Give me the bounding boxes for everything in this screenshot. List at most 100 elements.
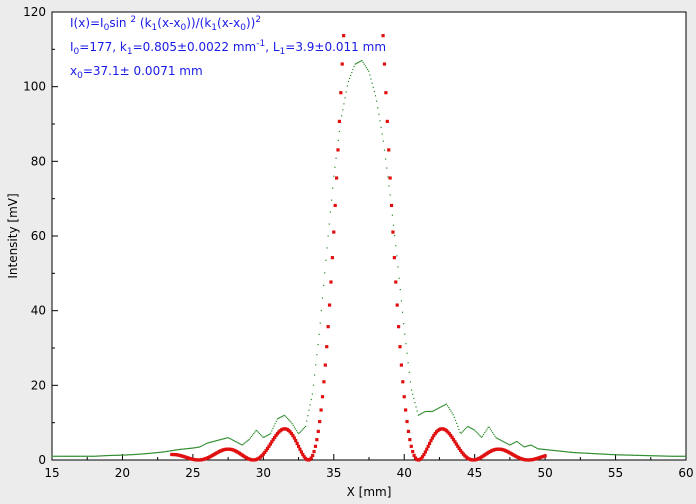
measured-point (292, 424, 294, 426)
measured-point (138, 453, 140, 455)
measured-point (257, 431, 259, 433)
measured-point (337, 139, 339, 142)
fit-point (323, 363, 327, 367)
fit-point (412, 453, 416, 458)
measured-point (639, 454, 641, 457)
measured-point (197, 446, 200, 448)
measured-point (373, 90, 375, 93)
fit-point (433, 431, 437, 436)
measured-point (89, 455, 91, 457)
measured-point (332, 187, 334, 189)
measured-point (58, 455, 60, 457)
measured-point (484, 432, 486, 434)
measured-point (301, 429, 303, 431)
annotation-text: (k (136, 16, 151, 30)
fit-point (299, 450, 303, 454)
measured-point (452, 414, 454, 416)
fit-point (273, 435, 277, 440)
fit-point (406, 429, 411, 433)
measured-point (321, 297, 324, 299)
measured-point (172, 449, 174, 452)
measured-point (53, 455, 55, 457)
measured-point (621, 454, 623, 456)
measured-point (599, 453, 601, 455)
measured-point (137, 453, 139, 455)
fit-point (334, 176, 339, 180)
measured-point (240, 444, 242, 446)
measured-point (307, 415, 309, 417)
fit-point (342, 34, 346, 38)
fit-point (396, 325, 401, 329)
measured-point (146, 452, 148, 455)
measured-point (610, 453, 612, 456)
measured-point (416, 410, 418, 412)
measured-point (448, 406, 450, 409)
measured-point (667, 455, 670, 457)
measured-point (62, 455, 64, 457)
measured-point (647, 455, 649, 457)
measured-point (654, 455, 656, 457)
fit-point (458, 448, 463, 453)
measured-point (625, 454, 627, 456)
measured-point (67, 455, 69, 457)
fit-point (322, 380, 326, 384)
measured-point (646, 455, 648, 457)
measured-point (493, 433, 495, 436)
measured-point (346, 85, 348, 87)
measured-point (422, 412, 424, 414)
annotation-text: I(x)=I (70, 16, 104, 30)
x-tick-label: 45 (467, 466, 482, 480)
measured-point (497, 438, 499, 440)
measured-point (528, 445, 530, 447)
measured-point (657, 455, 659, 457)
fit-point (382, 62, 387, 66)
fit-point (296, 444, 301, 448)
measured-point (656, 455, 658, 457)
measured-point (539, 448, 541, 450)
annotation-text: sin (109, 16, 130, 30)
measured-point (52, 455, 54, 457)
measured-point (217, 439, 219, 441)
measured-point (156, 452, 158, 454)
measured-point (519, 442, 521, 445)
measured-point (540, 448, 542, 450)
fit-point (447, 432, 451, 436)
fit-point (398, 345, 402, 349)
measured-point (457, 425, 459, 427)
measured-point (525, 445, 528, 447)
measured-point (673, 455, 675, 457)
measured-point (398, 277, 400, 279)
y-tick-label: 60 (31, 229, 46, 243)
measured-point (600, 453, 602, 455)
measured-point (637, 454, 639, 456)
measured-point (325, 259, 327, 261)
measured-point (430, 410, 432, 413)
measured-point (474, 429, 476, 431)
measured-point (660, 455, 662, 457)
measured-point (244, 442, 246, 444)
fit-point (336, 148, 340, 152)
measured-point (196, 446, 198, 448)
measured-point (212, 440, 214, 443)
measured-point (372, 86, 374, 89)
fit-point (330, 256, 334, 260)
measured-point (607, 453, 609, 455)
measured-point (479, 435, 481, 437)
measured-point (458, 428, 460, 430)
measured-point (403, 323, 405, 325)
fit-point (298, 447, 302, 451)
measured-point (318, 333, 320, 336)
measured-point (510, 444, 512, 446)
measured-point (593, 453, 595, 455)
measured-point (247, 439, 249, 441)
measured-point (557, 450, 559, 452)
measured-point (354, 63, 356, 65)
fit-point (316, 429, 320, 433)
measured-point (381, 133, 383, 135)
x-tick-label: 20 (115, 466, 130, 480)
measured-point (80, 455, 82, 457)
measured-point (431, 410, 433, 413)
measured-point (271, 430, 273, 432)
measured-point (587, 452, 590, 454)
measured-point (177, 449, 179, 451)
